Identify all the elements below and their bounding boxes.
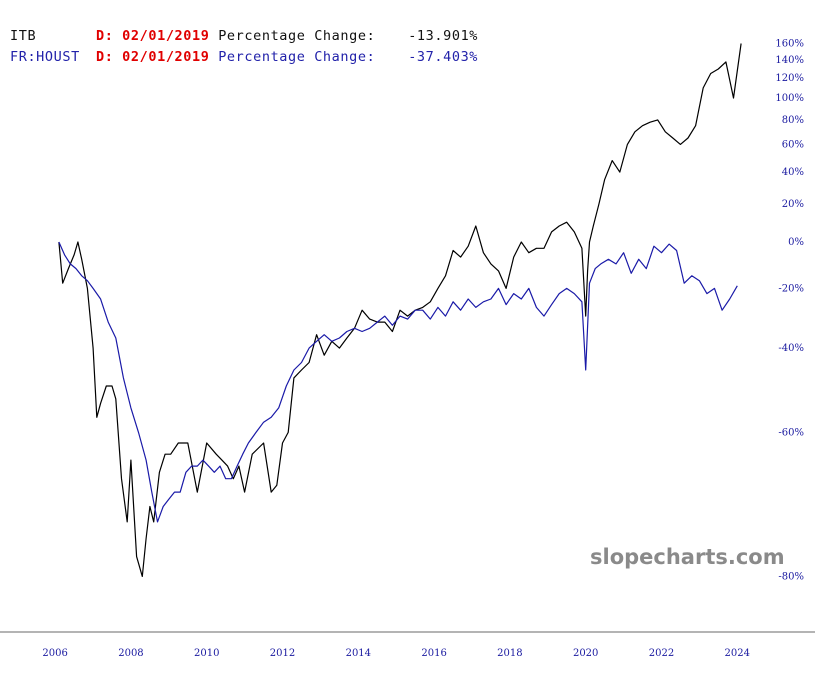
y-tick-label: 100%	[775, 93, 804, 104]
y-axis: 160% 140% 120% 100% 80% 60% 40% 20% 0% -20% -40% -6…	[775, 38, 804, 582]
y-tick-label: 120%	[775, 73, 804, 84]
y-tick-label: 60%	[782, 139, 804, 150]
series-line-fr-houst	[58, 241, 738, 523]
itb-change-label: Percentage Change:	[218, 28, 376, 44]
houst-change-label: Percentage Change:	[218, 49, 376, 65]
y-tick-label: 0%	[788, 237, 804, 248]
houst-date: D: 02/01/2019	[96, 49, 210, 65]
x-tick-label: 2012	[270, 648, 295, 659]
y-tick-label: 80%	[782, 115, 804, 126]
itb-symbol: ITB	[10, 28, 37, 44]
x-tick-label: 2024	[725, 648, 750, 659]
itb-change-value: -13.901%	[408, 28, 479, 44]
y-tick-label: -20%	[778, 283, 804, 294]
y-tick-label: -60%	[778, 427, 804, 438]
x-tick-label: 2022	[649, 648, 674, 659]
itb-date: D: 02/01/2019	[96, 28, 210, 44]
x-tick-label: 2006	[42, 648, 67, 659]
series-group	[58, 43, 742, 578]
series-line-itb	[58, 43, 742, 578]
x-tick-label: 2016	[421, 648, 446, 659]
y-tick-label: 40%	[782, 167, 804, 178]
x-tick-label: 2020	[573, 648, 598, 659]
y-tick-label: 140%	[775, 55, 804, 66]
x-tick-label: 2008	[118, 648, 143, 659]
x-tick-label: 2018	[497, 648, 522, 659]
itb-header-row: ITB D: 02/01/2019 Percentage Change: -13.9…	[10, 28, 478, 44]
houst-change-value: -37.403%	[408, 49, 479, 65]
x-tick-label: 2014	[346, 648, 371, 659]
y-tick-label: 160%	[775, 38, 804, 49]
y-tick-label: -40%	[778, 343, 804, 354]
watermark: slopecharts.com	[590, 545, 785, 569]
houst-header-row: FR:HOUST D: 02/01/2019 Percentage Change:…	[10, 49, 478, 65]
x-axis: 2006 2008 2010 2012 2014 2016 2018 2020 2022 2024	[0, 631, 815, 659]
y-tick-label: 20%	[782, 199, 804, 210]
houst-symbol: FR:HOUST	[10, 49, 80, 65]
y-tick-label: -80%	[778, 571, 804, 582]
x-tick-label: 2010	[194, 648, 219, 659]
